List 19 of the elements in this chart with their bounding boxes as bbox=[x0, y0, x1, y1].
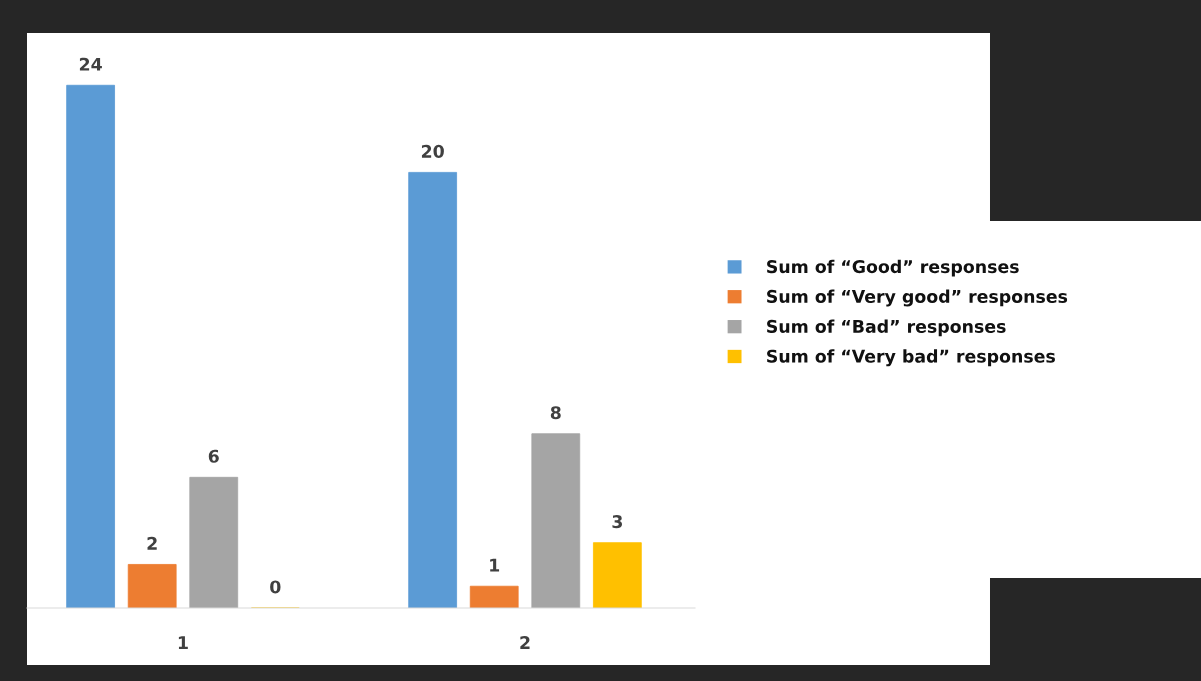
data-label: 2 bbox=[147, 536, 157, 550]
data-label: 3 bbox=[612, 515, 623, 529]
bar bbox=[408, 171, 458, 608]
legend-label: Sum of “Bad” responses bbox=[767, 319, 1006, 337]
bar bbox=[592, 542, 642, 608]
data-label: 6 bbox=[208, 449, 219, 463]
data-label: 8 bbox=[550, 406, 561, 420]
bar bbox=[66, 84, 115, 608]
data-label: 24 bbox=[79, 57, 102, 71]
bar bbox=[127, 564, 177, 608]
legend-label: Sum of “Very good” responses bbox=[767, 289, 1068, 307]
data-label: 20 bbox=[421, 144, 444, 158]
bar bbox=[189, 476, 239, 608]
legend-label: Sum of “Good” responses bbox=[767, 259, 1019, 277]
data-label: 0 bbox=[270, 580, 281, 594]
legend-label: Sum of “Very bad” responses bbox=[767, 349, 1055, 367]
bar bbox=[531, 433, 581, 608]
data-label: 1 bbox=[490, 558, 500, 572]
bar bbox=[469, 585, 519, 608]
